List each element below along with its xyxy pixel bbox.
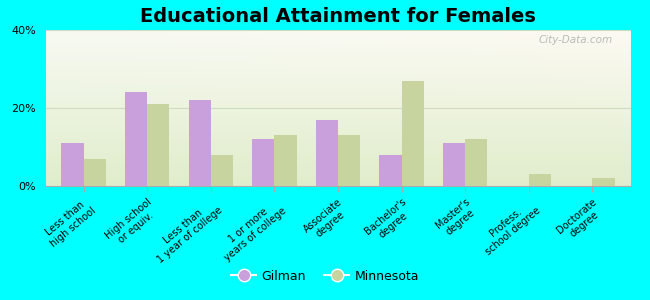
Bar	[592, 178, 615, 186]
Bar	[443, 143, 465, 186]
Title: Educational Attainment for Females: Educational Attainment for Females	[140, 7, 536, 26]
Bar	[84, 159, 106, 186]
Text: City-Data.com: City-Data.com	[539, 35, 613, 45]
Bar	[148, 104, 170, 186]
Bar	[125, 92, 148, 186]
Bar	[252, 139, 274, 186]
Bar	[211, 155, 233, 186]
Bar	[61, 143, 84, 186]
Bar	[338, 135, 360, 186]
Bar	[188, 100, 211, 186]
Bar	[465, 139, 488, 186]
Bar	[380, 155, 402, 186]
Legend: Gilman, Minnesota: Gilman, Minnesota	[226, 265, 424, 288]
Bar	[316, 120, 338, 186]
Bar	[528, 174, 551, 186]
Bar	[402, 81, 424, 186]
Bar	[274, 135, 296, 186]
